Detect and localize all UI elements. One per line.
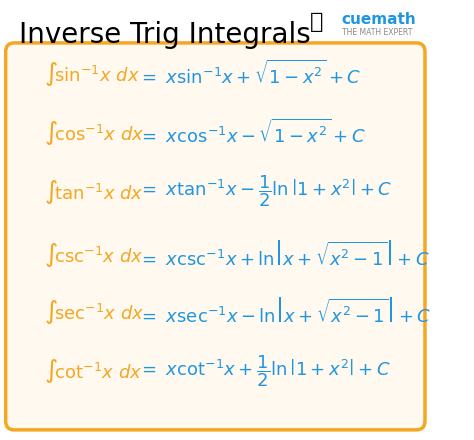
Text: THE MATH EXPERT: THE MATH EXPERT — [342, 29, 412, 37]
Text: $= \ x\cos^{-1}\!x - \sqrt{1 - x^2} + C$: $= \ x\cos^{-1}\!x - \sqrt{1 - x^2} + C$ — [138, 118, 366, 147]
Text: $= \ x\sin^{-1}\!x + \sqrt{1 - x^2} + C$: $= \ x\sin^{-1}\!x + \sqrt{1 - x^2} + C$ — [138, 59, 362, 88]
Text: Inverse Trig Integrals: Inverse Trig Integrals — [18, 21, 310, 49]
Text: $\int\!\sin^{-1}\!x\ dx$: $\int\!\sin^{-1}\!x\ dx$ — [44, 59, 140, 88]
Text: $\int\!\csc^{-1}\!x\ dx$: $\int\!\csc^{-1}\!x\ dx$ — [44, 241, 144, 269]
Text: $= \ x\tan^{-1}\!x - \dfrac{1}{2}\ln\left|1 + x^2\right| + C$: $= \ x\tan^{-1}\!x - \dfrac{1}{2}\ln\lef… — [138, 174, 392, 209]
Text: 🚀: 🚀 — [310, 12, 323, 32]
Text: $\int\!\cos^{-1}\!x\ dx$: $\int\!\cos^{-1}\!x\ dx$ — [44, 118, 145, 147]
Text: cuemath: cuemath — [342, 12, 416, 27]
Text: $= \ x\cot^{-1}\!x + \dfrac{1}{2}\ln\left|1 + x^2\right| + C$: $= \ x\cot^{-1}\!x + \dfrac{1}{2}\ln\lef… — [138, 353, 391, 389]
FancyBboxPatch shape — [6, 43, 425, 430]
Text: $\int\!\cot^{-1}\!x\ dx$: $\int\!\cot^{-1}\!x\ dx$ — [44, 357, 143, 385]
Text: $\int\!\tan^{-1}\!x\ dx$: $\int\!\tan^{-1}\!x\ dx$ — [44, 178, 144, 205]
Text: $= \ x\csc^{-1}\!x + \ln\!\left|x + \sqrt{x^2 - 1}\right| + C$: $= \ x\csc^{-1}\!x + \ln\!\left|x + \sqr… — [138, 240, 430, 270]
Text: $\int\!\sec^{-1}\!x\ dx$: $\int\!\sec^{-1}\!x\ dx$ — [44, 298, 145, 326]
Text: $= \ x\sec^{-1}\!x - \ln\!\left|x + \sqrt{x^2 - 1}\right| + C$: $= \ x\sec^{-1}\!x - \ln\!\left|x + \sqr… — [138, 297, 431, 326]
